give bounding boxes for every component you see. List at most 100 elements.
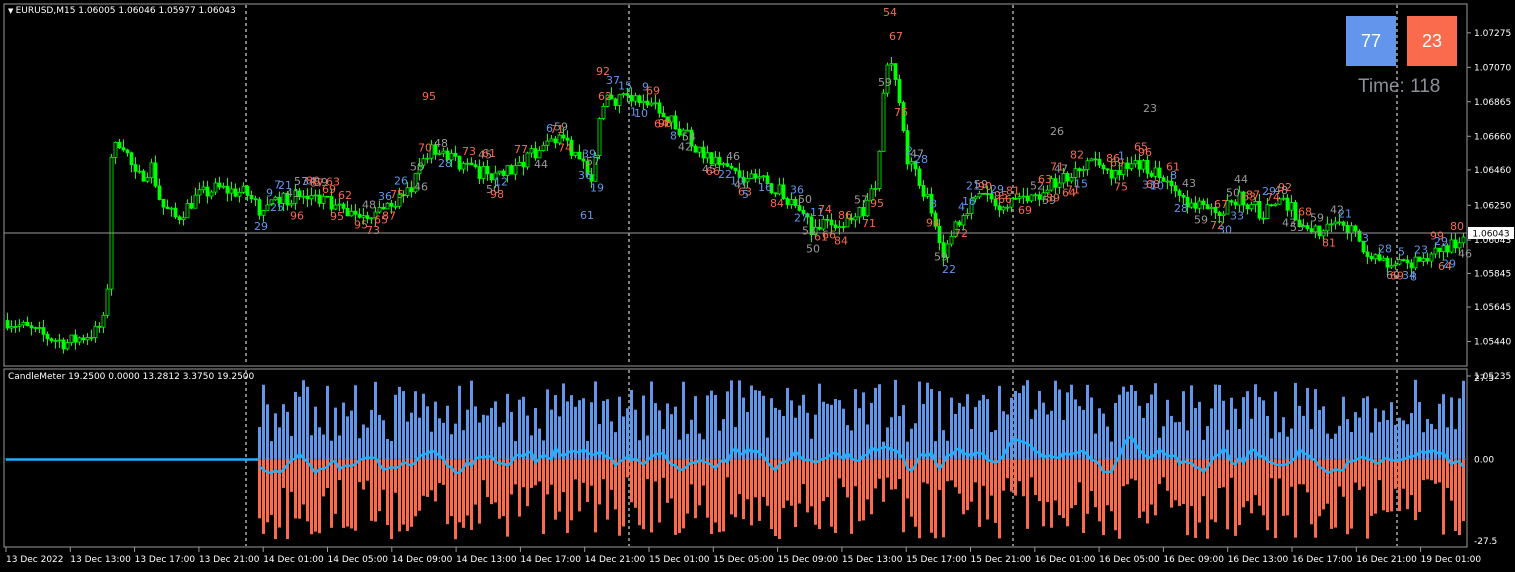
sell-bar [358,459,361,483]
candle-score-label: 36 [578,169,592,182]
candle-body [565,137,570,141]
candle-body [617,94,622,106]
price-tick-label: 1.06043 [1474,236,1511,246]
candle-score-label: 7 [274,179,281,192]
buy-bar [486,415,489,460]
sell-bar [726,459,729,478]
candle-body [1389,265,1394,268]
buy-bar [1038,391,1041,460]
candle-score-label: 61 [580,209,594,222]
buy-bar [698,433,701,460]
candle-body [1433,247,1438,255]
candle-body [753,173,758,179]
sell-bar [438,459,441,483]
buy-bar [890,417,893,460]
candle-score-label: 10 [1150,180,1164,193]
buy-bar [706,395,709,460]
buy-bar [1370,432,1373,460]
buy-bar [1194,408,1197,460]
candle-body [33,327,38,330]
candle-score-label: 59 [878,76,892,89]
candle-body [857,207,862,218]
candle-body [137,170,142,173]
time-tick-label: 16 Dec 09:00 [1163,555,1224,565]
candle-body [677,128,682,136]
candle-body [745,178,750,183]
buy-bar [1266,415,1269,460]
candle-body [1009,197,1014,208]
buy-bar [970,428,973,460]
buy-bar [430,431,433,460]
candle-body [261,210,266,216]
candle-body [869,188,874,201]
sell-bar [594,459,597,533]
sell-bar [1026,459,1029,529]
sell-bar [838,459,841,479]
sell-bar [298,459,301,519]
sell-bar [1234,459,1237,536]
sell-bar [806,459,809,513]
sell-bar [842,459,845,488]
candle-body [1397,259,1402,265]
candle-body [397,194,402,207]
sell-bar [798,459,801,504]
candle-body [1357,230,1362,242]
candle-body [1453,239,1458,249]
sell-bar [622,459,625,527]
candle-body [425,157,430,160]
candle-score-label: 59 [1042,194,1056,207]
candle-body [445,150,450,161]
buy-bar [894,379,897,460]
price-axis[interactable]: 1.07275 1.07070 1.06865 1.06660 1.06460 1.062… [1467,29,1511,382]
buy-bar [470,380,473,460]
time-axis[interactable]: 13 Dec 2022 13 Dec 13:00 13 Dec 17:00 13 De… [5,547,1481,565]
candle-body [509,165,514,175]
sell-bar [586,459,589,502]
candle-score-label: 87 [382,209,396,222]
candle-body [733,167,738,172]
buy-bar [450,434,453,460]
buy-bar [1362,398,1365,460]
candle-body [225,185,230,194]
candle-body [325,195,330,198]
candle-body [293,190,298,204]
sell-bar [926,459,929,484]
candle-score-label: 6 [546,122,553,135]
sell-bar [854,459,857,487]
buy-bar [618,396,621,460]
sell-bar [1442,459,1445,535]
candle-body [689,129,694,147]
sell-bar [1458,459,1461,536]
buy-bar [466,409,469,460]
candle-score-label: 26 [1050,125,1064,138]
buy-bar [458,385,461,460]
buy-bar [322,434,325,460]
candle-body [713,156,718,165]
sell-bar [334,459,337,514]
candle-score-label: 48 [1274,184,1288,197]
candle-body [21,322,26,326]
sell-bar [1450,459,1453,501]
sell-bar [1246,459,1249,502]
buy-bar [930,389,933,460]
candle-body [837,226,842,229]
sell-bar [1154,459,1157,516]
buy-bar [1014,390,1017,460]
sell-bar [374,459,377,522]
buy-bar [1434,429,1437,460]
candle-body [949,235,954,245]
candle-body [561,134,566,139]
collapse-triangle-icon[interactable]: ▼ [8,7,16,15]
candle-body [665,116,670,123]
buy-bar [422,393,425,460]
candle-score-label: 46 [726,150,740,163]
sell-bar [1126,459,1129,485]
candle-score-label: 53 [802,225,816,238]
candle-score-label: 30 [1218,223,1232,236]
sell-bar [1266,459,1269,531]
sell-bar [554,459,557,520]
candle-body [1341,221,1346,226]
candle-body [885,64,890,94]
buy-bar [1310,429,1313,460]
